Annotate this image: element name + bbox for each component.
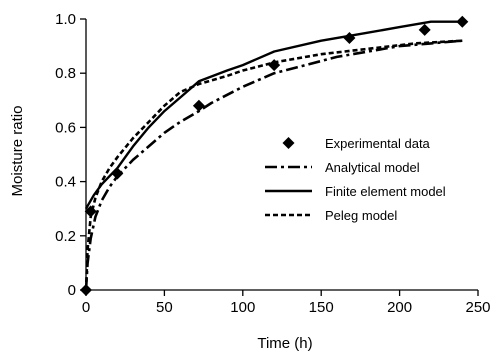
y-tick-label: 1.0 bbox=[55, 11, 76, 28]
x-tick-label: 0 bbox=[82, 299, 90, 316]
x-tick-label: 250 bbox=[465, 299, 490, 316]
legend-marker-experimental-data bbox=[282, 137, 295, 149]
series-line-peleg-model bbox=[84, 39, 463, 291]
data-point-experimental bbox=[456, 15, 469, 28]
data-point-experimental bbox=[80, 284, 92, 296]
data-point-experimental bbox=[192, 99, 205, 112]
x-tick-label: 200 bbox=[387, 299, 412, 316]
x-tick-label: 150 bbox=[309, 299, 334, 316]
legend-label-experimental-data: Experimental data bbox=[325, 136, 431, 151]
y-tick-label: 0 bbox=[68, 282, 76, 299]
legend: Experimental data Analytical model Finite … bbox=[265, 136, 446, 223]
y-tick-label: 0.8 bbox=[55, 65, 76, 82]
series-line-analytical-model bbox=[84, 39, 463, 291]
y-tick-label: 0.2 bbox=[55, 228, 76, 245]
legend-label-finite-element-model: Finite element model bbox=[325, 184, 446, 199]
data-point-experimental bbox=[418, 23, 431, 36]
legend-label-analytical-model: Analytical model bbox=[325, 160, 420, 175]
x-tick-label: 100 bbox=[230, 299, 255, 316]
x-tick-label: 50 bbox=[156, 299, 173, 316]
plot-area: 0 50 100 150 200 250 0 0.2 0.4 0.6 0.8 1.0 bbox=[55, 11, 490, 316]
data-point-experimental bbox=[84, 205, 97, 218]
data-point-experimental bbox=[111, 167, 124, 180]
legend-label-peleg-model: Peleg model bbox=[325, 208, 397, 223]
data-point-experimental bbox=[343, 31, 356, 44]
x-axis-label: Time (h) bbox=[257, 335, 312, 352]
series-line-finite-element-model bbox=[84, 20, 463, 210]
data-point-experimental bbox=[268, 59, 281, 72]
y-tick-label: 0.4 bbox=[55, 174, 76, 191]
y-tick-label: 0.6 bbox=[55, 119, 76, 136]
y-axis-label: Moisture ratio bbox=[9, 106, 26, 197]
